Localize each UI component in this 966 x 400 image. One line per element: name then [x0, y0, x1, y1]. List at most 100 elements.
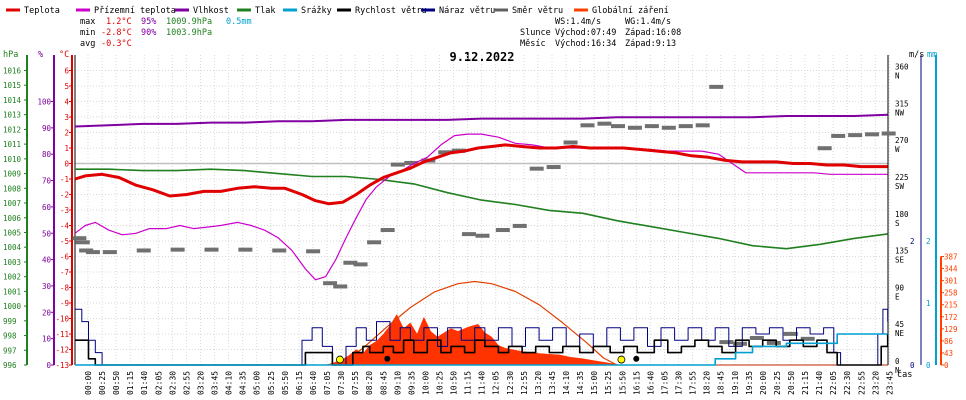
pressure-tick-label: 996: [3, 361, 17, 370]
stats-max-press: 1009.9hPa: [166, 17, 212, 27]
axis-units: hPa % °C m/s mm čas: [3, 50, 937, 380]
direction-tick-letter: S: [895, 219, 900, 228]
direction-tick-label: 270: [895, 136, 909, 145]
time-unit-label: čas: [897, 369, 912, 380]
temperature-line: [74, 143, 888, 206]
x-tick-label: 07:55: [351, 371, 360, 395]
pressure-tick-label: 1009: [3, 170, 21, 179]
wind-direction-mark: [644, 124, 659, 129]
humidity-tick-label: 100: [37, 98, 51, 107]
legend-label: Vlhkost: [193, 6, 229, 16]
unit-celsius: °C: [59, 50, 69, 60]
humidity-tick-label: 90: [42, 124, 52, 133]
humidity-tick-label: 30: [42, 282, 52, 291]
temperature-tick-label: -13: [55, 361, 69, 370]
x-tick-label: 20:50: [787, 371, 796, 395]
legend-label: Tlak: [255, 6, 275, 16]
wind-direction-mark: [783, 331, 798, 336]
temperature-tick-label: -8: [60, 284, 70, 293]
temperature-tick-label: -6: [60, 253, 70, 262]
wind-direction-mark: [661, 125, 676, 130]
moon-marker: [384, 355, 391, 362]
pressure-tick-label: 1007: [3, 199, 21, 208]
direction-tick-label: 315: [895, 99, 909, 108]
humidity-tick-label: 80: [42, 150, 52, 159]
wind-direction-mark: [865, 132, 880, 137]
wind-direction-mark: [719, 340, 734, 345]
rain-line: [75, 333, 888, 366]
humidity-tick-label: 70: [42, 177, 52, 186]
x-tick-label: 22:55: [857, 371, 866, 395]
humidity-tick-label: 20: [42, 308, 52, 317]
temperature-tick-label: -3: [60, 206, 69, 215]
radiation-tick-label: 86: [944, 337, 954, 346]
pressure-tick-label: 1015: [3, 81, 21, 90]
wind-direction-mark: [367, 240, 382, 245]
x-tick-label: 05:50: [281, 371, 290, 395]
wind-direction-mark: [817, 146, 832, 151]
plot-area: [72, 84, 896, 366]
wind-direction-mark: [353, 262, 368, 267]
x-tick-label: 11:15: [464, 371, 473, 395]
wind-direction-mark: [512, 223, 527, 228]
info-ws: WS:1.4m/s: [555, 17, 601, 27]
temperature-tick-label: -12: [55, 346, 69, 355]
direction-tick-letter: NW: [895, 108, 905, 117]
rain-tick-label: 1: [926, 299, 931, 308]
grid: [75, 55, 890, 365]
pressure-tick-label: 1000: [3, 302, 22, 311]
wind-direction-mark: [102, 250, 117, 255]
temperature-tick-label: -4: [60, 222, 70, 231]
radiation-tick-label: 215: [944, 301, 958, 310]
x-tick-label: 05:25: [267, 371, 276, 395]
wind-direction-mark: [563, 140, 578, 145]
x-tick-label: 00:25: [98, 371, 107, 395]
x-tick-label: 00:50: [112, 371, 121, 395]
unit-mm: mm: [927, 50, 937, 60]
direction-tick-letter: N: [895, 366, 900, 375]
wind-direction-mark: [749, 336, 764, 341]
x-tick-label: 12:55: [520, 371, 529, 395]
x-tick-label: 13:20: [534, 371, 543, 395]
wind-tick-label: 2: [910, 237, 915, 246]
info-moon-rise: Východ:16:34: [555, 39, 616, 49]
x-tick-label: 18:45: [717, 371, 726, 395]
stats-max-label: max: [80, 17, 95, 27]
temperature-tick-label: -1: [60, 175, 69, 184]
wind-direction-mark: [627, 125, 642, 130]
wind-direction-mark: [461, 232, 476, 237]
wind-speed-line: [75, 334, 889, 366]
wind-direction-mark: [72, 236, 87, 241]
ground-temperature-line: [74, 133, 888, 281]
wind-direction-mark: [170, 247, 185, 252]
stats-avg-label: avg: [80, 39, 95, 49]
wind-direction-mark: [732, 341, 747, 346]
wind-direction-mark: [881, 131, 896, 136]
x-tick-label: 22:05: [829, 371, 838, 395]
x-tick-label: 17:55: [689, 371, 698, 395]
x-tick-label: 09:35: [407, 371, 416, 395]
humidity-tick-label: 0: [46, 361, 51, 370]
wind-direction-mark: [695, 123, 710, 128]
wind-direction-mark: [611, 124, 625, 129]
humidity-line: [74, 113, 888, 128]
stats-min-hum: 90%: [141, 28, 156, 38]
pressure-tick-label: 1003: [3, 258, 21, 267]
x-tick-label: 17:30: [675, 371, 684, 395]
wind-direction-mark: [238, 247, 253, 252]
x-tick-label: 20:25: [773, 371, 782, 395]
wind-direction-mark: [390, 162, 405, 167]
radiation-tick-label: 172: [944, 313, 958, 322]
x-tick-label: 14:35: [576, 371, 585, 395]
humidity-tick-label: 50: [42, 229, 52, 238]
wind-direction-mark: [529, 166, 544, 171]
temperature-tick-label: 3: [64, 113, 69, 122]
direction-tick-letter: SW: [895, 182, 905, 191]
stats-block: max 1.2°C 95% 1009.9hPa 0.5mm min -2.8°C…: [80, 17, 252, 49]
direction-tick-letter: SE: [895, 256, 905, 265]
direction-tick-label: 225: [895, 173, 909, 182]
x-tick-label: 21:15: [801, 371, 810, 395]
info-wg: WG:1.4m/s: [625, 17, 671, 27]
temperature-tick-label: 2: [64, 129, 69, 138]
x-tick-label: 02:30: [168, 371, 177, 395]
